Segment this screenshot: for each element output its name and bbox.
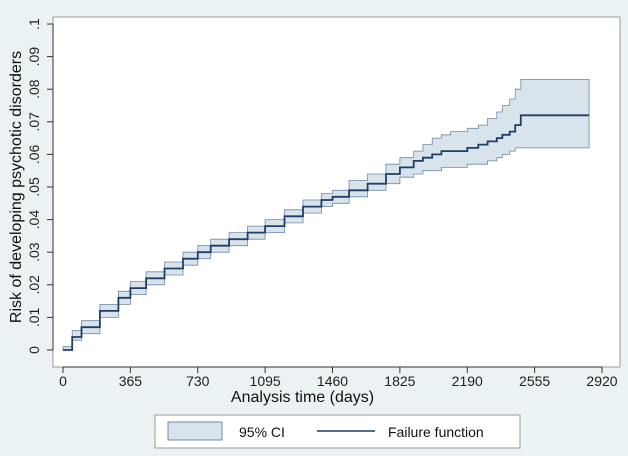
x-tick-label: 1460 [317, 373, 348, 389]
ci-band [62, 79, 590, 351]
x-tick-label: 2555 [519, 373, 550, 389]
legend: 95% CI Failure function [154, 414, 521, 449]
y-tick-label: .02 [26, 275, 42, 295]
y-tick-label: .1 [26, 18, 42, 30]
y-tick-label: .06 [26, 144, 42, 164]
legend-ci-swatch [167, 421, 223, 441]
y-tick-label: .07 [26, 112, 42, 132]
failure-function-line [63, 114, 590, 351]
x-tick-label: 730 [186, 373, 210, 389]
y-tick-label: .04 [26, 210, 42, 230]
y-tick-label: .01 [26, 307, 42, 327]
y-tick-label: .05 [26, 177, 42, 197]
x-axis: 0 365 730 1095 1460 1825 2190 2555 2920 [59, 366, 618, 389]
x-axis-title: Analysis time (days) [231, 389, 374, 406]
x-tick-label: 1825 [384, 373, 415, 389]
y-tick-label: .08 [26, 79, 42, 99]
y-axis-title: Risk of developing psychotic disorders [8, 51, 25, 323]
y-tick-label: .03 [26, 242, 42, 262]
y-axis: 0 .01 .02 .03 .04 .05 .06 .07 .08 .09 .1 [26, 18, 54, 354]
x-tick-label: 2190 [452, 373, 483, 389]
x-tick-label: 2920 [586, 373, 617, 389]
legend-failure-label: Failure function [388, 424, 484, 440]
y-tick-label: .09 [26, 47, 42, 67]
x-tick-label: 365 [119, 373, 143, 389]
y-tick-label: 0 [26, 346, 42, 354]
legend-ci-label: 95% CI [239, 424, 285, 440]
x-tick-label: 0 [59, 373, 67, 389]
x-tick-label: 1095 [250, 373, 281, 389]
